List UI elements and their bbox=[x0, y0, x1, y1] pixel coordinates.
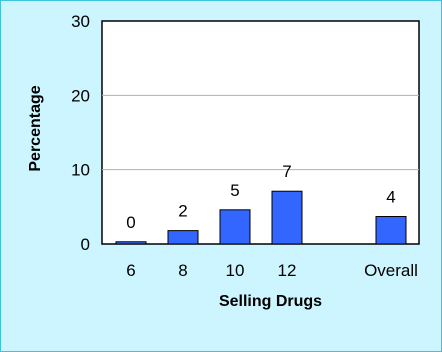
x-tick-label: 12 bbox=[278, 261, 297, 280]
x-tick-labels: 6 8 10 12 Overall bbox=[126, 261, 418, 280]
data-labels: 0 2 5 7 4 bbox=[126, 162, 395, 232]
data-label: 2 bbox=[178, 202, 187, 221]
y-axis-title: Percentage bbox=[27, 85, 44, 171]
x-tick-label: Overall bbox=[364, 261, 418, 280]
y-tick-label: 10 bbox=[71, 161, 90, 180]
x-tick-label: 10 bbox=[226, 261, 245, 280]
bar bbox=[167, 230, 199, 245]
y-tick-label: 20 bbox=[71, 86, 90, 105]
x-tick-label: 6 bbox=[126, 261, 135, 280]
data-label: 5 bbox=[230, 181, 239, 200]
bars bbox=[115, 190, 407, 245]
y-tick-labels: 0 10 20 30 bbox=[71, 12, 90, 254]
bar bbox=[115, 241, 147, 245]
bar bbox=[375, 215, 407, 245]
gridlines bbox=[102, 94, 419, 171]
bar bbox=[219, 209, 251, 245]
data-label: 0 bbox=[126, 213, 135, 232]
x-tick-label: 8 bbox=[178, 261, 187, 280]
y-tick-label: 0 bbox=[81, 235, 90, 254]
x-axis-title: Selling Drugs bbox=[219, 293, 322, 310]
bar bbox=[271, 190, 303, 245]
plot-area bbox=[101, 20, 420, 245]
data-label: 7 bbox=[282, 162, 291, 181]
y-tick-label: 30 bbox=[71, 12, 90, 31]
data-label: 4 bbox=[386, 187, 395, 206]
